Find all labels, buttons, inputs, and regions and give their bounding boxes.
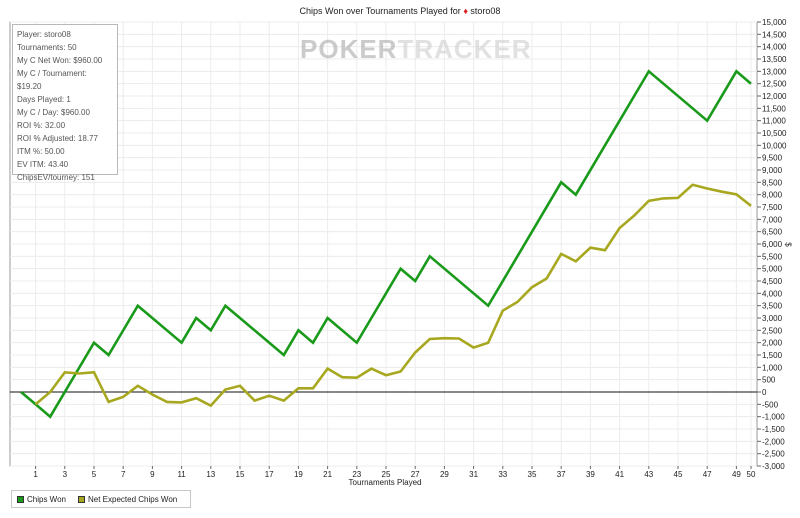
x-tick-label: 7 bbox=[121, 470, 126, 479]
y-tick-label: 10,500 bbox=[762, 129, 787, 138]
stat-line: ITM %: 50.00 bbox=[17, 147, 65, 156]
x-tick-label: 29 bbox=[440, 470, 449, 479]
y-tick-label: 12,000 bbox=[762, 92, 787, 101]
legend-swatch bbox=[77, 495, 85, 503]
y-tick-label: 4,500 bbox=[762, 277, 783, 286]
y-tick-label: -1,500 bbox=[762, 425, 785, 434]
x-tick-label: 25 bbox=[382, 470, 391, 479]
x-tick-label: 5 bbox=[92, 470, 97, 479]
x-tick-label: 15 bbox=[236, 470, 245, 479]
stat-line: My C / Tournament: $19.20 bbox=[17, 69, 87, 91]
x-axis-label: Tournaments Played bbox=[348, 478, 422, 487]
y-tick-label: 10,000 bbox=[762, 141, 787, 150]
x-tick-label: 23 bbox=[352, 470, 361, 479]
y-tick-label: 13,500 bbox=[762, 55, 787, 64]
y-tick-label: 14,000 bbox=[762, 43, 787, 52]
x-tick-label: 9 bbox=[150, 470, 155, 479]
y-tick-label: 9,000 bbox=[762, 166, 783, 175]
y-tick-label: -1,000 bbox=[762, 413, 785, 422]
y-tick-label: 1,500 bbox=[762, 351, 783, 360]
stat-line: Player: storo08 bbox=[17, 30, 71, 39]
x-tick-label: 33 bbox=[498, 470, 507, 479]
x-tick-label: 41 bbox=[615, 470, 624, 479]
stat-line: ROI %: 32.00 bbox=[17, 121, 66, 130]
y-tick-label: 0 bbox=[762, 388, 767, 397]
y-tick-label: 2,000 bbox=[762, 339, 783, 348]
chart-title-player: storo08 bbox=[470, 6, 501, 16]
y-tick-label: 3,500 bbox=[762, 302, 783, 311]
stat-line: Tournaments: 50 bbox=[17, 43, 77, 52]
x-tick-label: 45 bbox=[674, 470, 683, 479]
y-tick-label: 7,500 bbox=[762, 203, 783, 212]
x-tick-label: 39 bbox=[586, 470, 595, 479]
legend-swatch bbox=[17, 495, 24, 503]
x-tick-label: 49 bbox=[732, 470, 741, 479]
stat-line: Days Played: 1 bbox=[17, 95, 71, 104]
x-tick-label: 35 bbox=[528, 470, 537, 479]
chart-title: Chips Won over Tournaments Played for ♦ … bbox=[0, 6, 800, 16]
x-tick-label: 11 bbox=[177, 470, 186, 479]
series-line-net-expected-chips-won bbox=[34, 183, 752, 408]
legend-item[interactable]: Chips Won bbox=[17, 495, 66, 504]
y-tick-label: 8,500 bbox=[762, 178, 783, 187]
y-tick-label: 14,500 bbox=[762, 30, 787, 39]
y-tick-label: 3,000 bbox=[762, 314, 783, 323]
stat-line: My C Net Won: $960.00 bbox=[17, 56, 103, 65]
stat-line: My C / Day: $960.00 bbox=[17, 108, 90, 117]
y-tick-label: 15,000 bbox=[762, 18, 787, 27]
x-tick-label: 19 bbox=[294, 470, 303, 479]
stats-box: Player: storo08 Tournaments: 50 My C Net W… bbox=[12, 24, 118, 182]
x-tick-label: 27 bbox=[411, 470, 420, 479]
diamond-icon: ♦ bbox=[463, 6, 468, 16]
stat-line: ROI % Adjusted: 18.77 bbox=[17, 134, 98, 143]
x-tick-label: 3 bbox=[63, 470, 68, 479]
y-tick-label: 2,500 bbox=[762, 326, 783, 335]
y-axis-label: $ bbox=[783, 242, 793, 247]
y-tick-label: 11,500 bbox=[762, 104, 786, 113]
x-tick-label: 21 bbox=[323, 470, 332, 479]
stat-line: EV ITM: 43.40 bbox=[17, 160, 69, 169]
y-tick-label: 1,000 bbox=[762, 363, 783, 372]
y-tick-label: 5,000 bbox=[762, 265, 783, 274]
series-line-chips-won bbox=[20, 69, 752, 419]
x-tick-label: 47 bbox=[703, 470, 712, 479]
chart-title-text: Chips Won over Tournaments Played for bbox=[299, 6, 461, 16]
y-tick-label: -2,000 bbox=[762, 437, 785, 446]
y-tick-label: 6,500 bbox=[762, 228, 783, 237]
y-tick-label: -3,000 bbox=[762, 462, 785, 471]
y-tick-label: 12,500 bbox=[762, 80, 787, 89]
legend-label: Net Expected Chips Won bbox=[87, 494, 178, 504]
x-tick-label: 17 bbox=[265, 470, 274, 479]
y-tick-label: 9,500 bbox=[762, 154, 783, 163]
stat-line: ChipsEV/tourney: 151 bbox=[17, 173, 95, 182]
legend: Chips Won Net Expected Chips Won bbox=[11, 490, 191, 508]
y-tick-label: -500 bbox=[762, 400, 779, 409]
x-tick-label: 37 bbox=[557, 470, 566, 479]
y-tick-label: 7,000 bbox=[762, 215, 783, 224]
x-tick-label: 13 bbox=[206, 470, 215, 479]
y-tick-label: 4,000 bbox=[762, 289, 783, 298]
y-tick-label: 6,000 bbox=[762, 240, 783, 249]
pokertracker-watermark: POKERTRACKER bbox=[300, 34, 532, 64]
y-tick-label: 13,000 bbox=[762, 67, 787, 76]
y-tick-label: 8,000 bbox=[762, 191, 783, 200]
legend-label: Chips Won bbox=[27, 494, 66, 504]
x-tick-label: 43 bbox=[644, 470, 653, 479]
y-tick-label: 5,500 bbox=[762, 252, 783, 261]
y-tick-label: 11,000 bbox=[762, 117, 786, 126]
legend-item[interactable]: Net Expected Chips Won bbox=[77, 494, 178, 504]
x-tick-label: 31 bbox=[469, 470, 478, 479]
y-tick-label: -2,500 bbox=[762, 450, 785, 459]
y-tick-label: 500 bbox=[762, 376, 776, 385]
x-tick-label: 1 bbox=[33, 470, 38, 479]
x-tick-label: 50 bbox=[747, 470, 756, 479]
